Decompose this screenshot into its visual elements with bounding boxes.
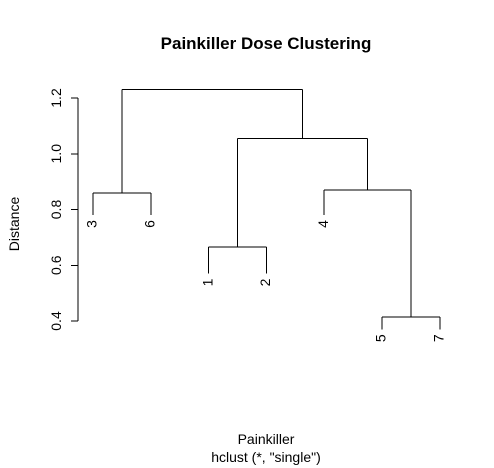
leaf-label: 5 bbox=[373, 334, 389, 342]
leaf-label: 1 bbox=[199, 278, 215, 286]
y-tick-label: 0.8 bbox=[48, 200, 64, 220]
y-tick-label: 1.0 bbox=[48, 144, 64, 164]
leaf-label: 7 bbox=[431, 334, 447, 342]
leaf-label: 6 bbox=[142, 220, 158, 228]
leaf-labels: 3 6 1 2 4 5 7 bbox=[84, 220, 447, 342]
y-axis: 0.4 0.6 0.8 1.0 1.2 bbox=[48, 88, 79, 331]
y-tick-label: 0.4 bbox=[48, 311, 64, 331]
x-axis-label: Painkiller bbox=[238, 431, 295, 447]
leaf-label: 4 bbox=[315, 220, 331, 228]
y-tick-label: 0.6 bbox=[48, 255, 64, 275]
chart-title: Painkiller Dose Clustering bbox=[161, 34, 372, 53]
leaf-label: 3 bbox=[84, 220, 100, 228]
y-axis-label: Distance bbox=[6, 197, 22, 252]
dendrogram-tree bbox=[92, 89, 441, 330]
leaf-label: 2 bbox=[257, 278, 273, 286]
x-axis-sublabel: hclust (*, "single") bbox=[211, 449, 321, 465]
y-tick-label: 1.2 bbox=[48, 88, 64, 108]
